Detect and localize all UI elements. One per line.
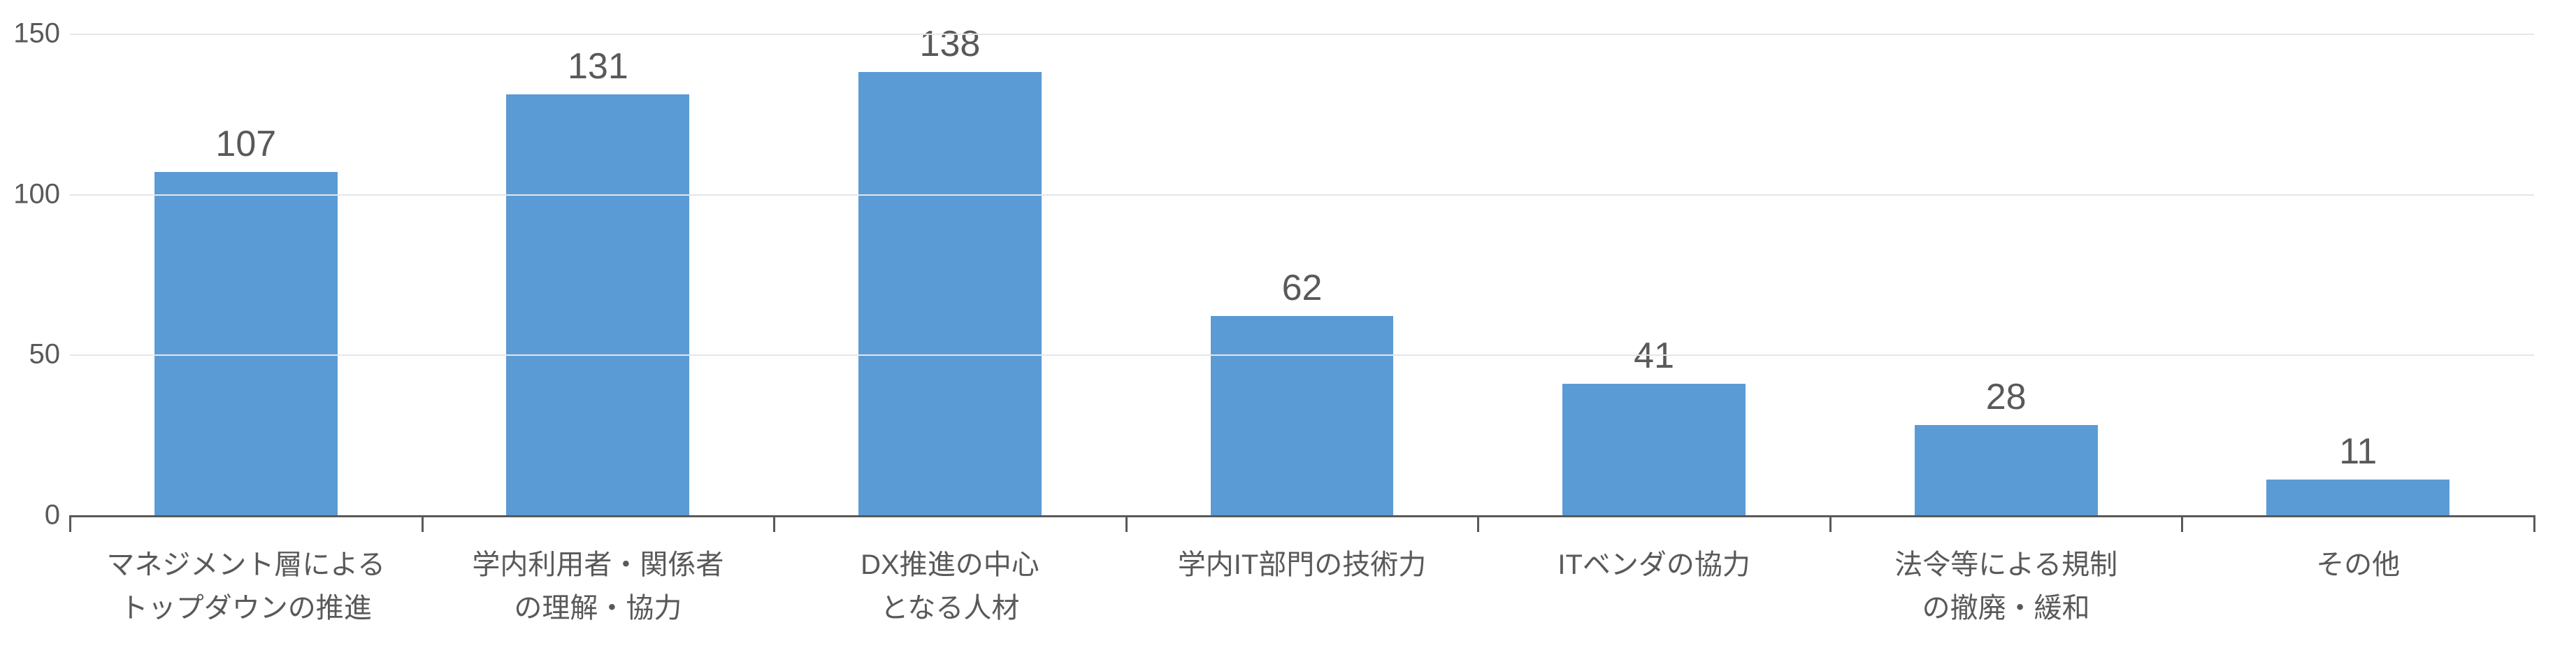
bar-value-label: 138 <box>920 23 981 72</box>
bar-value-label: 107 <box>215 123 276 172</box>
x-axis-tick <box>1125 515 1128 532</box>
bar-value-label: 131 <box>568 45 628 94</box>
x-axis-tick <box>422 515 424 532</box>
bar: 62 <box>1211 316 1394 515</box>
y-axis-label: 0 <box>45 500 60 531</box>
category-slot: その他 <box>2182 543 2534 630</box>
category-label: その他 <box>2316 543 2400 630</box>
bar: 138 <box>858 72 1042 515</box>
y-axis-label: 150 <box>13 18 60 50</box>
category-slot: 学内IT部門の技術力 <box>1126 543 1478 630</box>
bar-slot: 138 <box>774 34 1126 515</box>
category-label: 学内利用者・関係者 の理解・協力 <box>472 543 724 630</box>
bar: 28 <box>1915 425 2098 515</box>
bar-value-label: 11 <box>2339 431 2377 480</box>
bar-slot: 62 <box>1126 34 1478 515</box>
x-axis-tick <box>69 515 71 532</box>
category-label: DX推進の中心 となる人材 <box>861 543 1039 630</box>
gridline <box>70 354 2534 356</box>
category-label: マネジメント層による トップダウンの推進 <box>106 543 385 630</box>
category-slot: マネジメント層による トップダウンの推進 <box>70 543 422 630</box>
bar: 41 <box>1562 384 1746 515</box>
y-axis-label: 50 <box>29 339 61 371</box>
category-slot: 学内利用者・関係者 の理解・協力 <box>422 543 775 630</box>
bar-value-label: 28 <box>1986 376 2027 425</box>
bars-container: 107 131 138 62 41 28 11 <box>70 34 2534 515</box>
y-axis-label: 100 <box>13 178 60 210</box>
bar-chart: 107 131 138 62 41 28 11 0 50 100 150 マネジメント層による ト… <box>0 0 2576 669</box>
category-slot: DX推進の中心 となる人材 <box>774 543 1126 630</box>
bar: 107 <box>154 172 338 515</box>
bar-value-label: 41 <box>1634 335 1674 384</box>
category-label: 法令等による規制 の撤廃・緩和 <box>1894 543 2117 630</box>
x-axis-line <box>70 515 2534 517</box>
gridline <box>70 34 2534 35</box>
gridline <box>70 194 2534 196</box>
plot-area: 10713113862412811 050100150 <box>70 34 2534 515</box>
x-axis-tick <box>1829 515 1832 532</box>
bar-slot: 11 <box>2182 34 2534 515</box>
bar-slot: 28 <box>1830 34 2182 515</box>
bar: 131 <box>506 94 689 515</box>
x-axis-tick <box>773 515 775 532</box>
category-slot: ITベンダの協力 <box>1478 543 1830 630</box>
category-label: 学内IT部門の技術力 <box>1178 543 1427 630</box>
bar-slot: 107 <box>70 34 422 515</box>
x-axis-tick <box>2181 515 2183 532</box>
x-axis-tick <box>1477 515 1479 532</box>
category-label: ITベンダの協力 <box>1557 543 1750 630</box>
x-axis-tick <box>2533 515 2535 532</box>
category-labels: マネジメント層による トップダウンの推進学内利用者・関係者 の理解・協力 DX推進… <box>70 543 2534 630</box>
bar-slot: 131 <box>422 34 775 515</box>
category-slot: 法令等による規制 の撤廃・緩和 <box>1830 543 2182 630</box>
bar-slot: 41 <box>1478 34 1830 515</box>
bar: 11 <box>2266 480 2449 515</box>
bar-value-label: 62 <box>1282 267 1323 316</box>
